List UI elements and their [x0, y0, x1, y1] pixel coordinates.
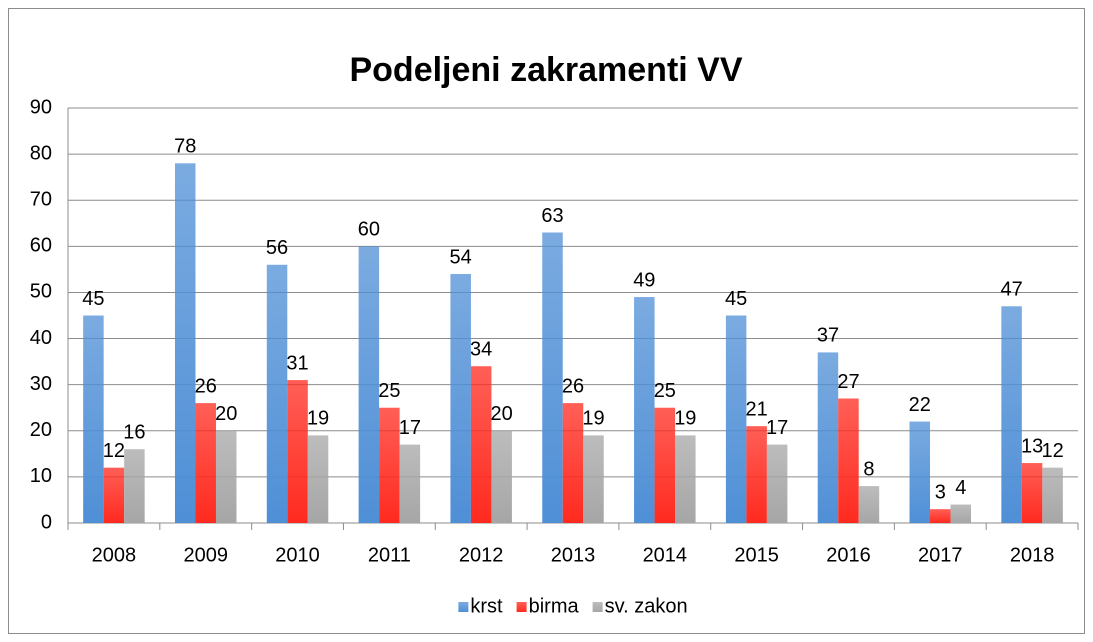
bar [1021, 463, 1043, 523]
bar [725, 315, 747, 523]
data-label: 54 [450, 246, 472, 268]
data-label: 3 [935, 481, 946, 503]
data-label: 19 [582, 408, 604, 430]
data-label: 22 [909, 394, 931, 416]
data-label: 17 [399, 417, 421, 439]
y-tick-label: 10 [30, 465, 52, 487]
legend-swatch [516, 602, 527, 612]
x-tick-label: 2012 [459, 544, 504, 566]
data-label: 45 [82, 288, 104, 310]
bar [634, 297, 655, 523]
y-tick-label: 60 [30, 235, 52, 257]
data-label: 25 [378, 380, 400, 402]
bar [358, 246, 380, 524]
x-tick-label: 2015 [734, 544, 779, 566]
x-tick-label: 2010 [275, 544, 320, 566]
bar [675, 435, 696, 523]
data-label: 21 [746, 398, 768, 420]
x-tick-label: 2011 [368, 544, 411, 566]
data-label: 34 [470, 339, 492, 361]
data-label: 13 [1021, 435, 1043, 457]
bar [562, 403, 584, 523]
bar [307, 435, 329, 523]
x-tick-label: 2017 [918, 544, 963, 566]
legend-label: sv. zakon [605, 595, 688, 617]
bar [817, 352, 839, 523]
x-tick-label: 2008 [92, 544, 137, 566]
bar [746, 426, 767, 523]
bar [654, 407, 676, 523]
bar [583, 435, 604, 523]
data-label: 12 [103, 440, 125, 462]
y-tick-label: 30 [30, 373, 52, 395]
y-tick-label: 70 [30, 189, 52, 211]
legend-swatch [592, 602, 603, 612]
legend-swatch [458, 602, 469, 612]
y-tick-label: 40 [30, 327, 52, 349]
bar [909, 421, 931, 523]
data-label: 47 [1000, 279, 1022, 301]
bar [766, 444, 788, 523]
data-label: 26 [195, 375, 217, 397]
bar [1001, 306, 1022, 523]
x-tick-label: 2016 [826, 544, 871, 566]
bar [838, 398, 859, 523]
data-label: 49 [633, 269, 655, 291]
bar [542, 232, 563, 523]
data-label: 4 [955, 477, 966, 499]
data-label: 37 [817, 325, 839, 347]
bar [215, 430, 237, 523]
data-label: 31 [286, 352, 308, 374]
bar [124, 449, 145, 523]
data-label: 20 [491, 403, 513, 425]
x-tick-label: 2018 [1010, 544, 1055, 566]
data-label: 16 [123, 422, 145, 444]
bar [491, 430, 512, 523]
bar [195, 403, 216, 523]
bar [174, 163, 196, 524]
data-label: 19 [307, 408, 329, 430]
data-label: 27 [837, 371, 859, 393]
x-tick-label: 2009 [183, 544, 228, 566]
data-label: 25 [654, 380, 676, 402]
bar [83, 315, 104, 523]
y-tick-label: 50 [30, 281, 52, 303]
x-tick-label: 2014 [643, 544, 688, 566]
data-label: 17 [766, 417, 788, 439]
x-tick-label: 2013 [551, 544, 596, 566]
bar [950, 504, 972, 523]
y-tick-label: 80 [30, 142, 52, 164]
y-tick-label: 20 [30, 419, 52, 441]
legend-label: birma [529, 595, 580, 617]
bar [287, 380, 308, 523]
data-label: 63 [541, 205, 563, 227]
data-label: 20 [215, 403, 237, 425]
bar [930, 509, 951, 523]
bar [470, 366, 492, 523]
data-label: 12 [1041, 440, 1063, 462]
bar [103, 467, 125, 523]
bar [399, 444, 421, 523]
data-label: 26 [562, 375, 584, 397]
data-label: 8 [863, 458, 874, 480]
y-tick-label: 0 [41, 511, 52, 533]
bar [379, 407, 400, 523]
chart-title: Podeljeni zakramenti VV [349, 51, 742, 89]
data-label: 56 [266, 237, 288, 259]
data-label: 19 [674, 408, 696, 430]
legend-label: krst [470, 595, 503, 617]
bar [858, 486, 880, 523]
bar [266, 264, 288, 523]
data-label: 45 [725, 288, 747, 310]
bar [1042, 467, 1063, 523]
data-label: 60 [358, 219, 380, 241]
y-tick-label: 90 [30, 96, 52, 118]
bar [450, 274, 471, 523]
data-label: 78 [174, 136, 196, 158]
